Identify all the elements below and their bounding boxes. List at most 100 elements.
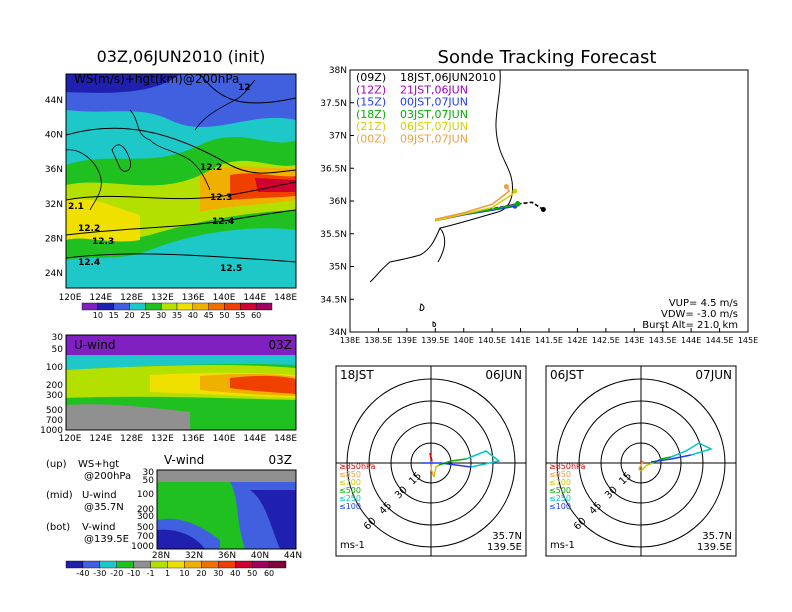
- hodo-date: 07JUN: [695, 368, 732, 382]
- uv-colorbar-label: -20: [110, 569, 123, 578]
- legend-time: 18JST,06JUN2010: [400, 71, 496, 84]
- v-time: 03Z: [269, 453, 293, 467]
- hodograph-trace: [433, 464, 440, 478]
- lon-tick-label: 139.5E: [421, 336, 449, 345]
- uv-colorbar-swatch: [184, 560, 202, 569]
- hodo-unit: ms-1: [550, 540, 575, 551]
- uv-colorbar-swatch: [268, 560, 287, 569]
- lon-tick-label: 141E: [510, 336, 530, 345]
- lon-tick-label: 143.5E: [649, 336, 677, 345]
- track-lat-ticks: 38N 37.5N 37N 36.5N 36N 35.5N 35N 34.5N 34N: [320, 66, 354, 338]
- ws-colorbar-label: 25: [140, 311, 150, 320]
- uv-colorbar-label: 30: [213, 569, 223, 578]
- note-key: (up): [46, 459, 67, 470]
- ws-colorbar-swatch: [255, 302, 273, 311]
- hodo-legend-item: ≤500: [549, 486, 571, 495]
- track-end-point: [512, 188, 518, 194]
- lon-tick-label: 142.5E: [592, 336, 620, 345]
- v-label: V-wind: [164, 453, 204, 467]
- ws-colorbar-label: 10: [93, 311, 103, 320]
- pressure-tick-label: 50: [52, 345, 64, 355]
- contour-label: 12.4: [212, 217, 234, 227]
- lat-tick-label: 35.5N: [320, 230, 347, 240]
- ws-colorbar-swatch: [81, 302, 99, 311]
- ws-colorbar-label: 60: [251, 311, 261, 320]
- sonde-tracks: [435, 184, 546, 222]
- hodo-lon: 139.5E: [697, 542, 732, 553]
- legend-code: (12Z): [356, 83, 386, 96]
- map-frame: [65, 73, 297, 289]
- u-label: U-wind: [74, 338, 115, 352]
- lon-tick-label: 142E: [567, 336, 587, 345]
- hodograph-trace: [650, 454, 692, 463]
- uv-colorbar-label: 40: [230, 569, 240, 578]
- lon-tick-label: 148E: [274, 293, 297, 303]
- track-map-frame: [349, 69, 749, 333]
- lon-tick-label: 136E: [182, 293, 205, 303]
- uv-colorbar-swatch: [133, 560, 151, 569]
- lon-tick-label: 139E: [397, 336, 417, 345]
- lat-tick-label: 37N: [329, 132, 347, 142]
- note-key: (mid): [46, 490, 73, 501]
- contour-label: 12.4: [78, 258, 100, 268]
- legend-code: (15Z): [356, 96, 386, 109]
- pressure-tick-label: 300: [46, 391, 63, 401]
- uv-colorbar-label: 50: [247, 569, 257, 578]
- uv-colorbar-label: -1: [147, 569, 155, 578]
- uv-colorbar-swatch: [167, 560, 185, 569]
- hodo-jst: 18JST: [340, 368, 374, 382]
- lat-tick-label: 36N: [45, 165, 63, 175]
- legend-code: (09Z): [356, 71, 386, 84]
- legend-time: 03JST,07JUN: [400, 108, 468, 121]
- map-lon-ticks: 120E 124E 128E 132E 136E 140E 144E 148E: [59, 293, 298, 303]
- ws-colorbar-label: 35: [172, 311, 182, 320]
- uv-colorbar-label: -30: [93, 569, 106, 578]
- hodo-legend-item: ≥850hPa: [549, 462, 586, 471]
- pressure-tick-label: 500: [46, 406, 63, 416]
- lon-tick-label: 124E: [89, 434, 112, 444]
- contour-labels: 12 12.2 12.3 12.4 12.5 2.1 12.2 12.3 12.…: [68, 83, 251, 274]
- ws-colorbar: 10 15 20 25 30 35 40 45 50 55 60: [81, 302, 273, 320]
- hodo-legend-item: ≤850: [339, 470, 361, 479]
- u-panel-frame: [65, 334, 297, 431]
- lon-tick-label: 128E: [120, 434, 143, 444]
- note-value: @200hPa: [84, 471, 131, 482]
- lat-tick-label: 36N: [329, 197, 347, 207]
- uv-colorbar-label: 60: [264, 569, 274, 578]
- contour-label: 12.3: [210, 193, 232, 203]
- legend-time: 06JST,07JUN: [400, 120, 468, 133]
- right-title: Sonde Tracking Forecast: [438, 47, 657, 68]
- lat-tick-label: 38N: [329, 66, 347, 76]
- hodograph-trace: [421, 462, 472, 468]
- hodograph-trace: [638, 460, 644, 472]
- lon-tick-label: 144E: [243, 434, 266, 444]
- pressure-tick-label: 30: [52, 333, 64, 343]
- lon-tick-label: 136E: [182, 434, 205, 444]
- track-line: [435, 186, 511, 221]
- uv-colorbar-swatch: [235, 560, 253, 569]
- ws-colorbar-swatch: [192, 302, 209, 311]
- hodo-lon: 139.5E: [487, 542, 522, 553]
- lon-tick-label: 132E: [151, 434, 174, 444]
- lon-tick-label: 120E: [59, 293, 82, 303]
- hodograph-trace: [670, 442, 714, 458]
- hodo-legend-item: ≤250: [339, 494, 361, 503]
- hodo-legend-item: ≤700: [549, 478, 571, 487]
- legend-time: 00JST,07JUN: [400, 96, 468, 109]
- map-label: WS(m/s)+hgt(km)@200hPa: [74, 72, 239, 86]
- u-time: 03Z: [269, 338, 293, 352]
- lon-tick-label: 138E: [340, 336, 360, 345]
- uv-colorbar-label: -10: [127, 569, 140, 578]
- track-end-point: [540, 207, 546, 213]
- hodo-legend-item: ≤100: [549, 502, 571, 511]
- hodo-legend-item: ≤100: [339, 502, 361, 511]
- map-lat-ticks: 44N 40N 36N 32N 28N 24N: [45, 96, 63, 279]
- lon-tick-label: 120E: [59, 434, 82, 444]
- lon-tick-label: 145E: [738, 336, 758, 345]
- ws-colorbar-swatch: [97, 302, 114, 311]
- lat-tick-label: 28N: [152, 551, 170, 561]
